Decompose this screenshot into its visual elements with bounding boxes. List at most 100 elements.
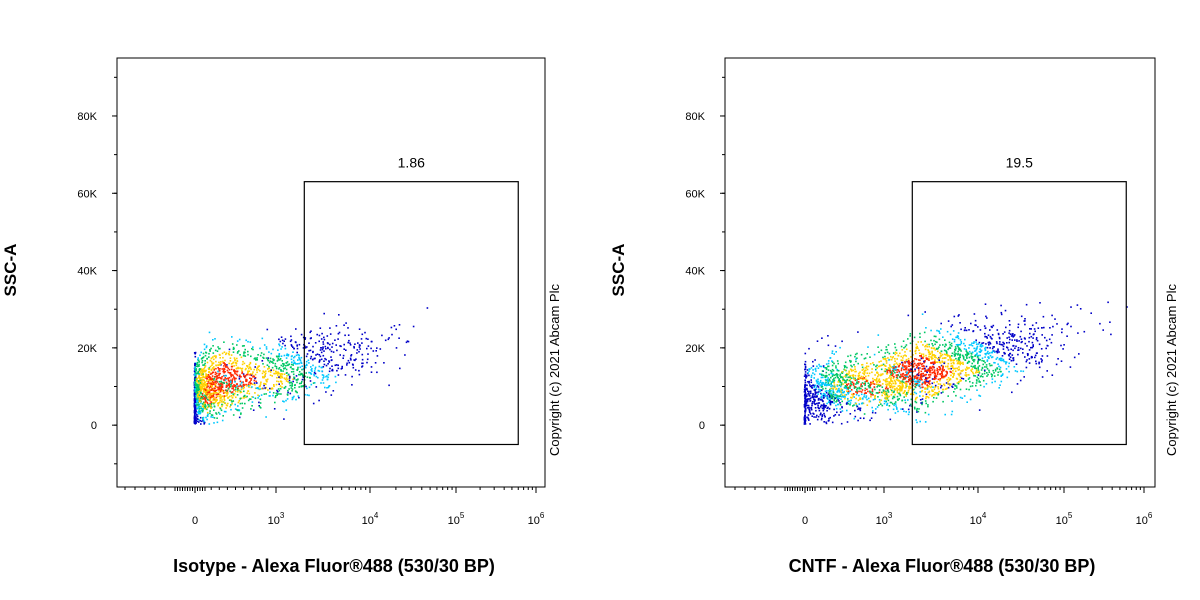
- event-dot: [198, 376, 200, 378]
- event-dot: [329, 343, 331, 346]
- event-dot: [269, 357, 272, 360]
- event-dot: [272, 348, 274, 351]
- event-dot: [273, 359, 275, 361]
- event-dot: [217, 377, 220, 379]
- event-dot: [1011, 334, 1014, 337]
- event-dot: [233, 389, 235, 391]
- event-dot: [888, 395, 891, 398]
- event-dot: [337, 338, 339, 340]
- event-dot: [903, 377, 905, 380]
- event-dot: [931, 372, 933, 374]
- event-dot: [875, 379, 877, 382]
- event-dot: [290, 387, 293, 389]
- event-dot: [1046, 355, 1049, 357]
- event-dot: [841, 340, 843, 343]
- event-dot: [280, 348, 282, 350]
- event-dot: [868, 383, 871, 386]
- event-dot: [957, 357, 960, 359]
- event-dot: [213, 391, 215, 394]
- event-dot: [942, 377, 945, 379]
- event-dot: [841, 389, 843, 392]
- event-dot: [232, 394, 235, 397]
- event-dot: [947, 362, 950, 365]
- event-dot: [268, 351, 270, 353]
- event-dot: [213, 383, 215, 386]
- event-dot: [194, 397, 196, 400]
- event-dot: [854, 409, 856, 412]
- event-dot: [214, 383, 217, 385]
- event-dot: [1000, 374, 1003, 377]
- event-dot: [356, 349, 359, 351]
- event-dot: [311, 368, 313, 370]
- event-dot: [917, 347, 919, 349]
- event-dot: [917, 362, 920, 365]
- event-dot: [255, 358, 258, 361]
- event-dot: [994, 362, 996, 364]
- event-dot: [353, 345, 355, 348]
- event-dot: [993, 375, 996, 377]
- event-dot: [292, 351, 294, 353]
- event-dot: [859, 398, 862, 400]
- event-dot: [1035, 337, 1038, 339]
- event-dot: [406, 340, 409, 342]
- event-dot: [313, 370, 316, 372]
- event-dot: [838, 414, 840, 416]
- event-dot: [922, 381, 924, 384]
- event-dot: [234, 371, 236, 374]
- event-dot: [244, 402, 246, 405]
- event-dot: [900, 408, 902, 410]
- event-dot: [830, 387, 833, 390]
- event-dot: [290, 363, 293, 366]
- event-dot: [253, 375, 255, 377]
- event-dot: [287, 364, 289, 366]
- event-dot: [974, 324, 976, 326]
- event-dot: [891, 397, 894, 400]
- event-dot: [271, 375, 273, 377]
- event-dot: [838, 379, 840, 381]
- event-dot: [957, 350, 959, 353]
- event-dot: [846, 372, 848, 375]
- event-dot: [219, 368, 221, 370]
- event-dot: [329, 367, 331, 370]
- event-dot: [882, 390, 885, 392]
- event-dot: [371, 340, 373, 343]
- event-dot: [1025, 303, 1028, 306]
- event-dot: [199, 419, 201, 422]
- event-dot: [975, 367, 978, 370]
- event-dot: [876, 406, 879, 408]
- event-dot: [281, 373, 284, 375]
- event-dot: [984, 347, 986, 350]
- event-dot: [1024, 323, 1026, 326]
- event-dot: [246, 392, 248, 394]
- event-dot: [808, 347, 810, 350]
- event-dot: [931, 382, 934, 385]
- event-dot: [926, 396, 929, 398]
- event-dot: [931, 362, 933, 364]
- event-dot: [875, 392, 878, 394]
- event-dot: [939, 367, 942, 369]
- event-dot: [225, 352, 228, 354]
- event-dot: [951, 366, 954, 368]
- event-dot: [230, 365, 233, 368]
- event-dot: [202, 375, 204, 378]
- event-dot: [890, 380, 892, 382]
- event-dot: [829, 369, 832, 372]
- event-dot: [293, 377, 296, 379]
- event-dot: [867, 374, 870, 377]
- event-dot: [230, 404, 232, 406]
- event-dot: [874, 374, 876, 376]
- event-dot: [896, 391, 899, 394]
- event-dot: [353, 347, 355, 349]
- event-dot: [308, 371, 310, 374]
- event-dot: [283, 363, 285, 365]
- event-dot: [928, 345, 930, 348]
- event-dot: [260, 352, 263, 354]
- event-dot: [334, 375, 337, 378]
- event-dot: [942, 375, 945, 378]
- event-dot: [227, 377, 229, 380]
- event-dot: [888, 377, 890, 379]
- event-dot: [207, 382, 209, 385]
- event-dot: [398, 324, 401, 326]
- event-dot: [833, 384, 836, 386]
- event-dot: [202, 418, 205, 421]
